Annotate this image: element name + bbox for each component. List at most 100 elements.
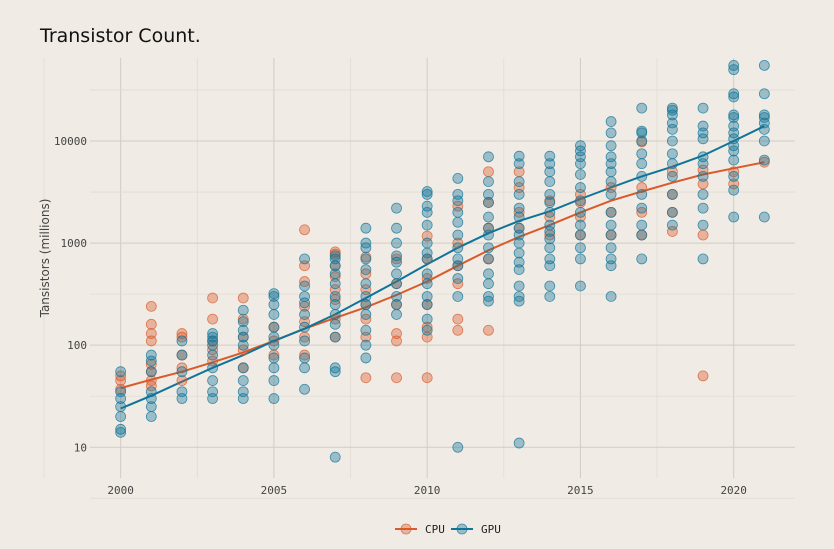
gpu-point	[299, 362, 310, 374]
gpu-point	[605, 242, 617, 254]
trend-lines	[120, 125, 765, 410]
gpu-point	[575, 182, 586, 193]
cpu-point	[176, 362, 188, 374]
x-axis: 2000 2005 2010 2015 2020	[107, 484, 747, 497]
gpu-point	[391, 202, 402, 214]
gpu-point	[513, 280, 525, 292]
gpu-point	[728, 60, 740, 71]
gpu-point	[605, 291, 617, 302]
gpu-point	[728, 184, 740, 196]
gpu-point	[421, 291, 433, 302]
gpu-point	[237, 386, 249, 398]
gpu-point	[697, 202, 709, 214]
gpu-point	[452, 291, 464, 302]
gpu-point	[697, 133, 709, 145]
y-tick-label: 10	[74, 441, 87, 454]
gpu-point	[176, 349, 188, 361]
gpu-point	[575, 169, 586, 180]
cpu-point	[391, 372, 402, 384]
gpu-point	[391, 299, 402, 310]
gpu-point	[575, 253, 586, 265]
gpu-point	[452, 188, 464, 200]
gpu-point	[728, 120, 740, 132]
gpu-point	[544, 233, 556, 245]
gpu-point	[758, 109, 770, 121]
gpu-point	[176, 335, 188, 347]
gpu-point	[636, 158, 648, 170]
gpu-point	[299, 309, 310, 320]
y-tick-label: 100	[67, 339, 87, 352]
gpu-point	[452, 206, 464, 218]
gpu-point	[666, 123, 678, 135]
gpu-point	[421, 237, 433, 249]
cpu-point	[483, 166, 494, 178]
cpu-point	[452, 324, 464, 336]
gpu-point	[544, 206, 556, 218]
cpu-point	[728, 178, 740, 190]
gpu-point	[145, 411, 157, 422]
gpu-point	[728, 170, 740, 182]
gpu-point	[758, 88, 770, 100]
gpu-point	[299, 280, 310, 292]
gpu-point	[237, 324, 249, 336]
gpu-point	[329, 278, 341, 290]
gpu-point	[605, 219, 617, 231]
gpu-point	[605, 151, 617, 163]
gpu-point	[483, 222, 494, 234]
gpu-point	[728, 109, 740, 121]
gpu-point	[329, 331, 341, 343]
gpu-point	[299, 291, 310, 302]
gpu-point	[207, 331, 219, 343]
cpu-point	[452, 200, 464, 212]
gpu-point	[207, 335, 219, 347]
gpu-point	[207, 339, 219, 351]
gpu-point	[728, 64, 740, 76]
cpu-point	[115, 370, 127, 382]
gpu-point	[544, 176, 556, 188]
gpu-point	[360, 278, 372, 290]
gpu-point	[636, 188, 648, 200]
gpu-point	[268, 331, 280, 343]
gpu-point	[115, 366, 127, 378]
gpu-point	[666, 135, 678, 147]
gpu-point	[207, 375, 219, 386]
cpu-point	[391, 253, 402, 265]
gpu-point	[237, 316, 249, 328]
gpu-point	[421, 253, 433, 265]
cpu-point	[483, 324, 494, 336]
gpu-point	[391, 309, 402, 320]
gpu-point	[758, 135, 770, 147]
cpu-point	[237, 313, 249, 325]
y-axis: 10 100 1000 10000	[54, 135, 87, 454]
gpu-point	[391, 222, 402, 234]
gpu-point	[575, 151, 586, 163]
gpu-point	[115, 401, 127, 413]
gpu-point	[728, 211, 740, 223]
gpu-point	[636, 202, 648, 214]
gpu-point	[513, 264, 525, 275]
gpu-point	[421, 313, 433, 325]
gpu-point	[666, 158, 678, 170]
gpu-point	[391, 256, 402, 268]
gpu-point	[605, 140, 617, 152]
cpu-point	[176, 328, 188, 339]
gpu-point	[268, 321, 280, 333]
grid	[43, 58, 795, 499]
gpu-point	[483, 268, 494, 280]
gpu-point	[544, 219, 556, 231]
gpu-point	[299, 335, 310, 347]
gpu-point	[299, 321, 310, 333]
gpu-point	[544, 197, 556, 208]
cpu-point	[145, 318, 157, 330]
cpu-point	[299, 276, 310, 287]
gpu-point	[452, 173, 464, 184]
gpu-point	[605, 188, 617, 200]
gpu-point	[145, 349, 157, 361]
gpu-point	[360, 324, 372, 336]
gpu-point	[145, 401, 157, 413]
gpu-point	[268, 288, 280, 300]
gpu-point	[697, 188, 709, 200]
gpu-point	[483, 253, 494, 265]
gpu-point	[360, 222, 372, 234]
cpu-point	[145, 358, 157, 370]
